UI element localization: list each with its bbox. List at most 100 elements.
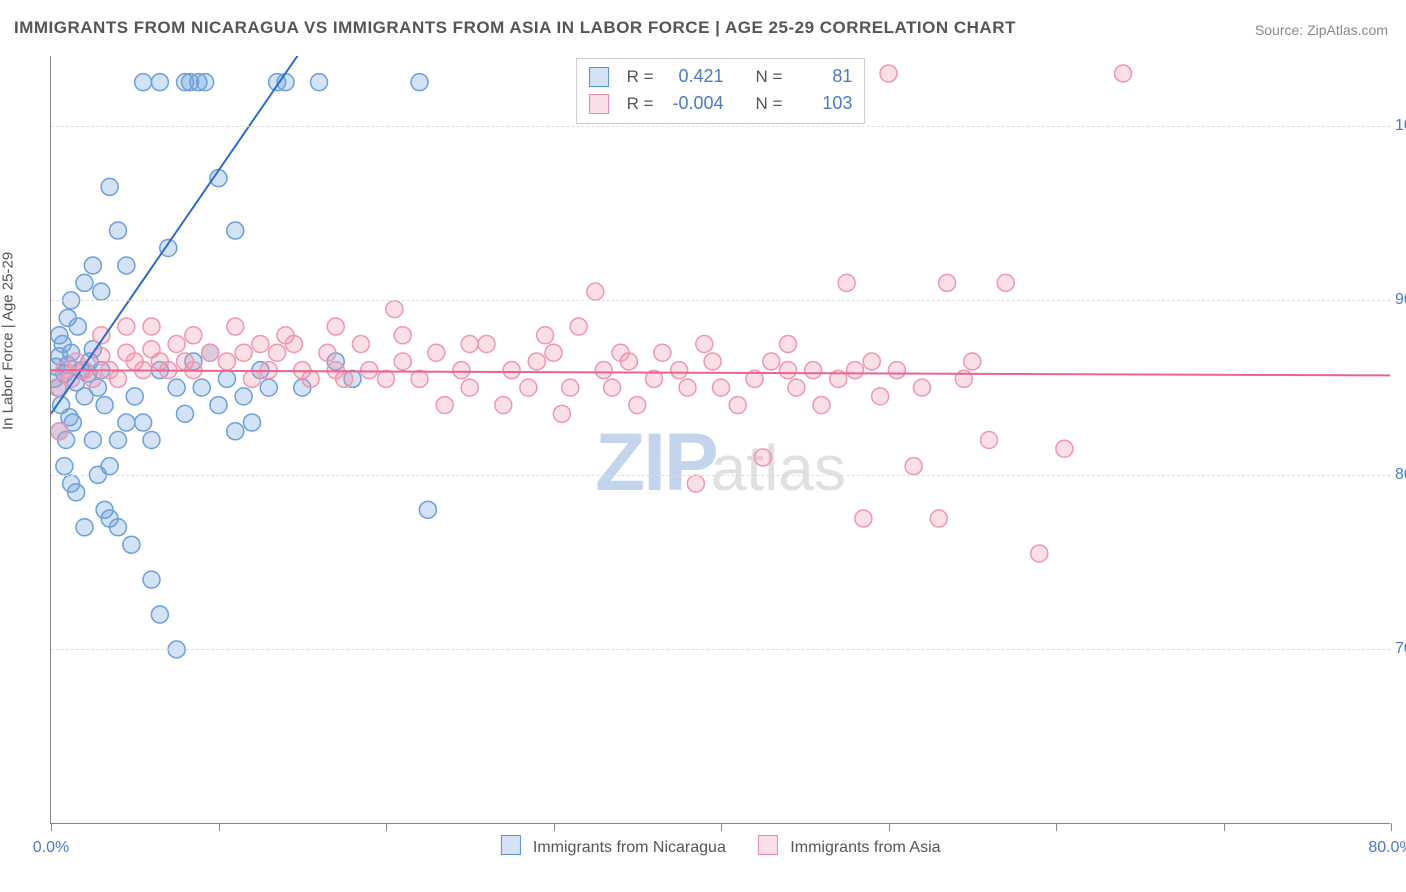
source-label: Source: ZipAtlas.com — [1255, 22, 1388, 38]
data-point — [461, 379, 478, 396]
data-point — [110, 432, 127, 449]
gridline — [51, 300, 1390, 301]
data-point — [193, 379, 210, 396]
data-point — [269, 344, 286, 361]
data-point — [168, 379, 185, 396]
data-point — [394, 353, 411, 370]
data-point — [880, 65, 897, 82]
data-point — [763, 353, 780, 370]
n-label: N = — [756, 91, 783, 117]
data-point — [687, 475, 704, 492]
data-point — [235, 388, 252, 405]
data-point — [319, 344, 336, 361]
data-point — [260, 379, 277, 396]
data-point — [185, 327, 202, 344]
plot-svg — [51, 56, 1390, 823]
data-point — [110, 370, 127, 387]
data-point — [914, 379, 931, 396]
y-tick-label: 100.0% — [1395, 117, 1406, 135]
data-point — [411, 74, 428, 91]
data-point — [126, 388, 143, 405]
data-point — [629, 397, 646, 414]
data-point — [453, 362, 470, 379]
data-point — [84, 432, 101, 449]
data-point — [704, 353, 721, 370]
n-label: N = — [756, 64, 783, 90]
data-point — [51, 327, 68, 344]
data-point — [813, 397, 830, 414]
data-point — [595, 362, 612, 379]
asia-n-value: 103 — [792, 90, 852, 117]
data-point — [562, 379, 579, 396]
data-point — [997, 274, 1014, 291]
data-point — [227, 423, 244, 440]
r-label: R = — [627, 91, 654, 117]
correlation-row-asia: R = -0.004 N = 103 — [589, 90, 853, 117]
data-point — [168, 336, 185, 353]
data-point — [84, 257, 101, 274]
data-point — [378, 370, 395, 387]
data-point — [847, 362, 864, 379]
data-point — [838, 274, 855, 291]
asia-swatch-icon — [758, 835, 778, 855]
data-point — [386, 301, 403, 318]
data-point — [93, 283, 110, 300]
y-tick-label: 80.0% — [1395, 466, 1406, 484]
data-point — [604, 379, 621, 396]
asia-r-value: -0.004 — [664, 90, 724, 117]
correlation-row-nicaragua: R = 0.421 N = 81 — [589, 63, 853, 90]
data-point — [981, 432, 998, 449]
data-point — [59, 309, 76, 326]
data-point — [227, 222, 244, 239]
data-point — [780, 336, 797, 353]
y-axis-label: In Labor Force | Age 25-29 — [0, 252, 17, 430]
gridline — [51, 126, 1390, 127]
nicaragua-n-value: 81 — [792, 63, 852, 90]
data-point — [1115, 65, 1132, 82]
x-tick — [386, 823, 387, 831]
nicaragua-swatch — [589, 67, 609, 87]
gridline — [51, 475, 1390, 476]
chart-container: IMMIGRANTS FROM NICARAGUA VS IMMIGRANTS … — [0, 0, 1406, 892]
data-point — [277, 327, 294, 344]
data-point — [143, 318, 160, 335]
data-point — [729, 397, 746, 414]
data-point — [930, 510, 947, 527]
chart-title: IMMIGRANTS FROM NICARAGUA VS IMMIGRANTS … — [14, 18, 1016, 38]
x-tick — [1224, 823, 1225, 831]
data-point — [151, 74, 168, 91]
data-point — [419, 501, 436, 518]
data-point — [570, 318, 587, 335]
data-point — [235, 344, 252, 361]
data-point — [252, 336, 269, 353]
data-point — [118, 257, 135, 274]
data-point — [905, 458, 922, 475]
x-tick — [1391, 823, 1392, 831]
data-point — [713, 379, 730, 396]
data-point — [612, 344, 629, 361]
data-point — [197, 74, 214, 91]
data-point — [587, 283, 604, 300]
data-point — [68, 484, 85, 501]
nicaragua-swatch-icon — [500, 835, 520, 855]
data-point — [143, 571, 160, 588]
data-point — [210, 397, 227, 414]
data-point — [361, 362, 378, 379]
asia-swatch — [589, 94, 609, 114]
data-point — [553, 405, 570, 422]
data-point — [118, 318, 135, 335]
legend-item-nicaragua: Immigrants from Nicaragua — [500, 835, 725, 857]
data-point — [478, 336, 495, 353]
data-point — [218, 370, 235, 387]
data-point — [352, 336, 369, 353]
data-point — [503, 362, 520, 379]
x-tick — [721, 823, 722, 831]
data-point — [244, 414, 261, 431]
data-point — [227, 318, 244, 335]
series-legend: Immigrants from Nicaragua Immigrants fro… — [500, 835, 940, 857]
data-point — [495, 397, 512, 414]
nicaragua-r-value: 0.421 — [664, 63, 724, 90]
x-tick-label: 80.0% — [1368, 839, 1406, 857]
data-point — [123, 536, 140, 553]
data-point — [780, 362, 797, 379]
